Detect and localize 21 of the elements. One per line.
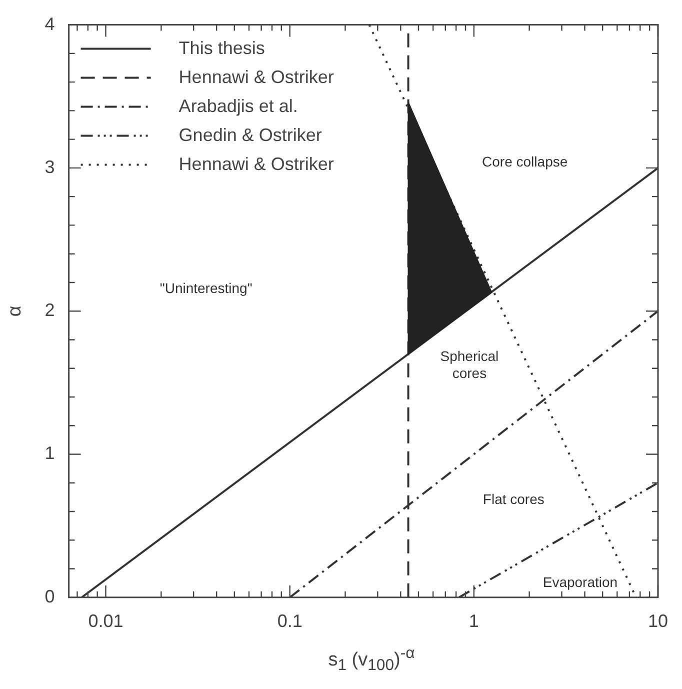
annotation: Flat cores bbox=[482, 490, 544, 507]
x-tick-label: 0.1 bbox=[277, 611, 302, 632]
y-axis-title: α bbox=[4, 306, 26, 317]
legend-label: Hennawi & Ostriker bbox=[178, 66, 334, 87]
legend-label: Hennawi & Ostriker bbox=[178, 154, 334, 174]
y-tick-label: 2 bbox=[44, 300, 55, 320]
x-tick-label: 1 bbox=[468, 611, 479, 632]
annotation: Core collapse bbox=[482, 154, 568, 170]
y-tick-label: 0 bbox=[44, 586, 55, 606]
x-tick-label: 10 bbox=[648, 611, 668, 632]
legend-label: Arabadjis et al. bbox=[178, 96, 298, 116]
y-tick-label: 1 bbox=[44, 443, 55, 464]
legend-label: This thesis bbox=[178, 38, 265, 58]
y-tick-label: 4 bbox=[44, 14, 55, 34]
x-axis-title: s$_{1}$ (v$_{100}$)$^{-α}$ bbox=[327, 645, 416, 676]
x-tick-label: 0.01 bbox=[88, 611, 124, 632]
annotation: Evaporation bbox=[542, 574, 618, 590]
annotation: Spherical cores bbox=[440, 348, 499, 381]
y-tick-label: 3 bbox=[44, 156, 55, 177]
legend-label: Gnedin & Ostriker bbox=[178, 124, 322, 145]
annotation: "Uninteresting" bbox=[160, 280, 252, 296]
